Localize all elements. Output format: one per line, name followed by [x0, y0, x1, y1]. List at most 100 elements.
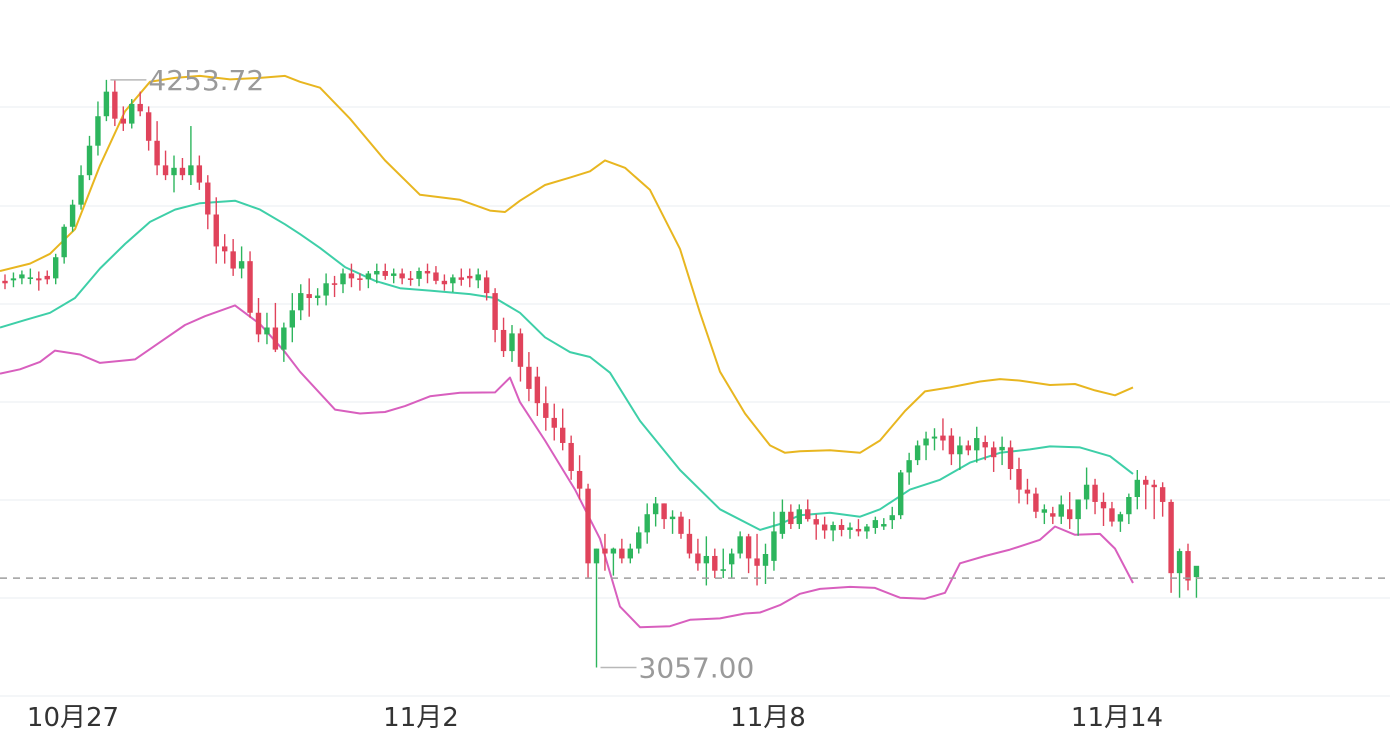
- candle-up: [374, 263, 380, 284]
- candle-down: [407, 270, 414, 286]
- candle-up: [796, 504, 802, 529]
- candle-body: [906, 460, 912, 473]
- candle-body: [669, 516, 676, 520]
- candle-body: [137, 103, 143, 112]
- candle-up: [95, 101, 101, 156]
- candle-down: [1067, 492, 1073, 529]
- candle-body: [61, 226, 67, 258]
- candle-down: [1151, 479, 1157, 520]
- candle-body: [264, 327, 270, 335]
- candle-up: [1041, 504, 1048, 525]
- candle-body: [999, 446, 1005, 451]
- candle-body: [982, 441, 988, 448]
- candle-up: [644, 503, 650, 544]
- candle-body: [247, 261, 253, 313]
- candle-body: [898, 472, 904, 516]
- candle-down: [551, 403, 557, 441]
- candle-body: [762, 554, 769, 566]
- candle-body: [53, 257, 59, 279]
- candle-down: [36, 271, 42, 291]
- candle-body: [1185, 551, 1191, 581]
- candle-down: [585, 483, 591, 579]
- candle-body: [196, 165, 203, 183]
- candle-body: [129, 103, 135, 124]
- candle-down: [222, 234, 228, 264]
- candle-body: [695, 553, 701, 564]
- candle-down: [619, 538, 625, 564]
- candle-up: [762, 543, 769, 584]
- candle-body: [27, 277, 34, 279]
- candle-body: [340, 273, 346, 285]
- candle-body: [95, 116, 101, 146]
- candle-body: [830, 525, 836, 531]
- candle-down: [754, 533, 760, 586]
- candle-up: [264, 312, 270, 345]
- candle-up: [69, 199, 76, 232]
- candle-up: [957, 436, 963, 470]
- candle-body: [534, 376, 541, 404]
- x-tick-label: 11月8: [730, 703, 806, 733]
- candle-body: [923, 438, 929, 446]
- candle-down: [44, 270, 50, 285]
- candle-body: [407, 278, 414, 280]
- candle-body: [974, 438, 980, 451]
- candle-down: [441, 274, 448, 291]
- candle-up: [999, 436, 1005, 466]
- candle-up: [289, 293, 295, 343]
- candle-body: [450, 277, 456, 284]
- candle-up: [1134, 469, 1140, 510]
- candle-down: [137, 91, 143, 117]
- candle-down: [788, 504, 794, 529]
- candle-body: [1033, 493, 1039, 512]
- candle-body: [805, 509, 811, 520]
- candle-body: [1134, 479, 1140, 498]
- candle-body: [323, 283, 329, 296]
- candle-body: [678, 516, 684, 534]
- candle-down: [272, 302, 279, 353]
- candle-up: [391, 268, 397, 284]
- candle-up: [906, 452, 912, 485]
- candle-body: [1083, 484, 1090, 500]
- candle-down: [517, 328, 524, 382]
- candle-down: [1033, 487, 1039, 519]
- candle-up: [314, 288, 321, 306]
- candle-body: [69, 204, 76, 227]
- candle-down: [534, 366, 541, 416]
- candle-body: [44, 275, 50, 280]
- candle-body: [889, 515, 895, 521]
- candle-body: [467, 275, 473, 279]
- candle-body: [441, 280, 448, 285]
- grid-layer: [0, 106, 1390, 697]
- candle-body: [771, 531, 777, 561]
- candle-body: [703, 555, 710, 564]
- candle-body: [627, 548, 633, 559]
- candle-down: [247, 251, 253, 318]
- x-tick-label: 11月14: [1071, 703, 1163, 733]
- candle-up: [340, 268, 346, 294]
- candle-up: [416, 267, 422, 287]
- candle-body: [1117, 514, 1124, 522]
- candle-up: [450, 274, 456, 293]
- candle-body: [1058, 504, 1064, 517]
- candle-up: [872, 516, 879, 534]
- upper-band-line: [0, 74, 1134, 454]
- candle-body: [255, 312, 262, 335]
- candle-up: [1075, 499, 1081, 536]
- candle-body: [154, 140, 160, 166]
- candle-down: [855, 519, 862, 537]
- candle-up: [188, 126, 194, 186]
- candle-body: [365, 273, 372, 280]
- candle-body: [238, 261, 245, 269]
- candle-up: [1126, 493, 1132, 525]
- candle-body: [509, 333, 515, 352]
- candle-body: [644, 514, 650, 533]
- candle-down: [2, 274, 8, 290]
- candle-up: [171, 155, 177, 193]
- candle-body: [86, 145, 93, 176]
- candle-body: [120, 118, 126, 124]
- candle-up: [729, 548, 735, 579]
- candle-down: [205, 175, 211, 230]
- candle-up: [847, 522, 853, 539]
